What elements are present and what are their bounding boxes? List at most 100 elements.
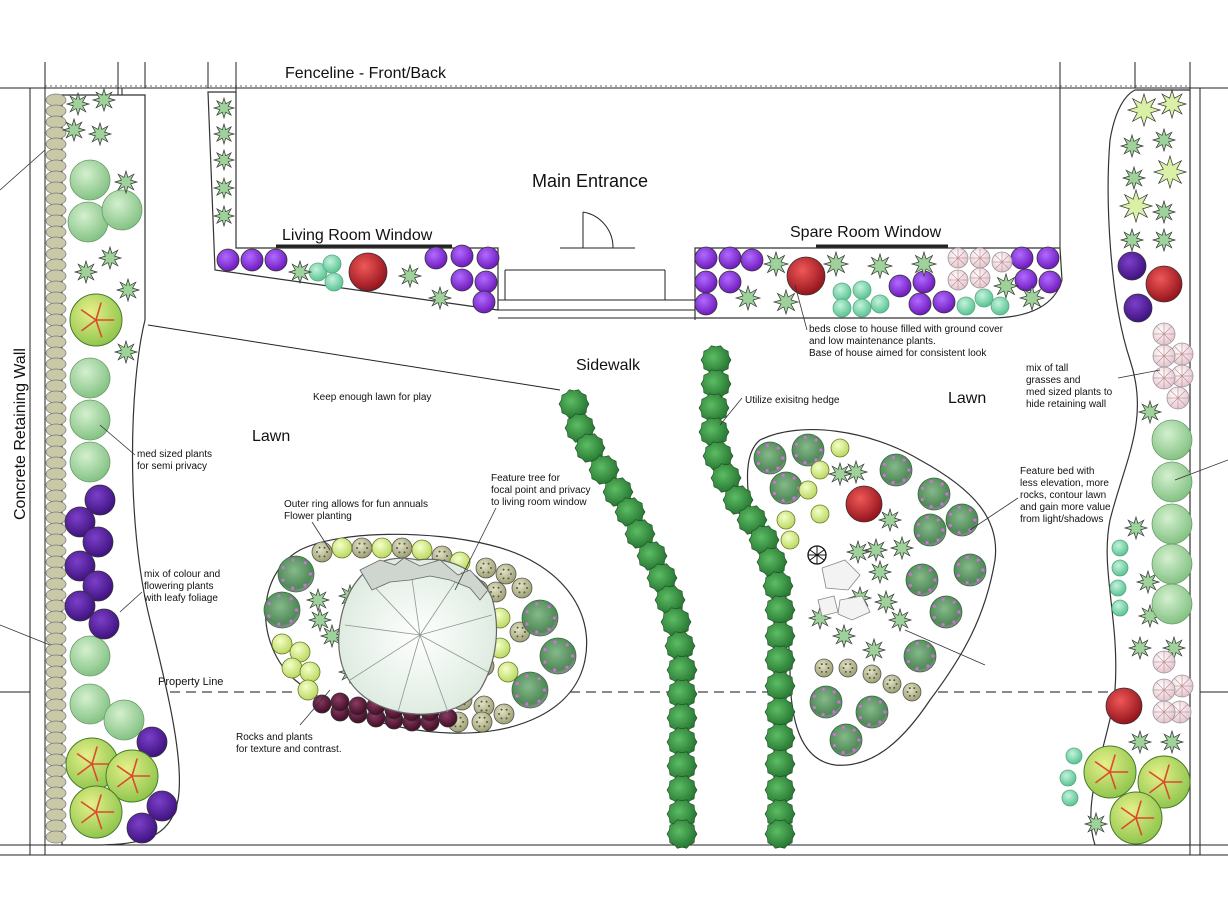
purple-shrub-icon [136, 726, 168, 758]
ornamental-plant-icon [1126, 92, 1162, 128]
hedge-icon [666, 679, 698, 709]
fern-icon [113, 169, 139, 195]
shrub-icon [1151, 503, 1193, 545]
perennial-icon [905, 563, 939, 597]
violet-flower-icon [474, 270, 498, 294]
fern-icon [1127, 729, 1153, 755]
dotted-shrub-icon [814, 658, 834, 678]
fern-icon [1083, 811, 1109, 837]
ornamental-plant-icon [1156, 88, 1188, 120]
lawn-right-label: Lawn [948, 390, 986, 407]
fern-icon [61, 117, 87, 143]
violet-flower-icon [908, 292, 932, 316]
fern-icon [992, 272, 1020, 300]
purple-shrub-icon [1123, 293, 1153, 323]
fern-icon [427, 285, 453, 311]
dotted-shrub-icon [882, 674, 902, 694]
fern-icon [287, 259, 313, 285]
hedge-icon [764, 645, 796, 675]
flowering-shrub-icon [1109, 791, 1163, 845]
fern-icon [822, 250, 850, 278]
perennial-icon [913, 513, 947, 547]
dotted-shrub-icon [475, 557, 497, 579]
purple-shrub-icon [84, 484, 116, 516]
annual-flower-icon [780, 530, 800, 550]
fern-icon [1119, 133, 1145, 159]
groundcover-icon [324, 272, 344, 292]
perennial-icon [903, 639, 937, 673]
violet-flower-icon [476, 246, 500, 270]
ornamental-grass-icon [1152, 344, 1176, 368]
fern-icon [91, 87, 117, 113]
fern-icon [762, 250, 790, 278]
living-room-window-label: Living Room Window [282, 227, 433, 244]
fern-icon [212, 204, 236, 228]
hedge-icon [764, 671, 796, 701]
sidewalk-label: Sidewalk [576, 357, 641, 374]
purple-shrub-icon [126, 812, 158, 844]
annual-flower-icon [830, 438, 850, 458]
feature-tree [338, 557, 498, 715]
red-shrub-icon [348, 252, 388, 292]
fern-icon [212, 96, 236, 120]
violet-flower-icon [450, 268, 474, 292]
red-shrub-icon [845, 485, 883, 523]
hedge-icon [666, 655, 698, 685]
violet-flower-icon [264, 248, 288, 272]
shrub-icon [101, 189, 143, 231]
dotted-shrub-icon [351, 537, 373, 559]
groundcover-icon [322, 254, 342, 274]
fern-icon [397, 263, 423, 289]
ornamental-grass-icon [1152, 700, 1176, 724]
fern-icon [65, 91, 91, 117]
fern-icon [734, 284, 762, 312]
purple-shrub-icon [82, 570, 114, 602]
groundcover-icon [990, 296, 1010, 316]
purple-shrub-icon [1117, 251, 1147, 281]
fern-icon [73, 259, 99, 285]
fern-icon [307, 607, 333, 633]
groundcover-icon [1065, 747, 1083, 765]
hedge-icon [666, 703, 698, 733]
ornamental-grass-icon [1170, 674, 1194, 698]
groundcover-icon [852, 280, 872, 300]
violet-flower-icon [1014, 268, 1038, 292]
shrub-icon [1151, 461, 1193, 503]
fern-icon [843, 459, 869, 485]
purple-shrub-icon [64, 590, 96, 622]
purple-shrub-icon [146, 790, 178, 822]
fern-icon [1151, 127, 1177, 153]
annual-flower-icon [776, 510, 796, 530]
hedge-icon [764, 595, 796, 625]
dotted-shrub-icon [471, 711, 493, 733]
annual-flower-icon [299, 661, 321, 683]
lawn-left-label: Lawn [252, 428, 290, 445]
note-beds-close: beds close to house filled with ground c… [809, 324, 1006, 359]
note-mix-colour: mix of colour and flowering plants with … [143, 569, 223, 604]
annual-flower-icon [281, 657, 303, 679]
fern-icon [910, 250, 938, 278]
annual-flower-icon [798, 480, 818, 500]
flowering-shrub-icon [69, 785, 123, 839]
leader-lines [0, 149, 1228, 726]
fern-icon [1127, 635, 1153, 661]
ornamental-grass-icon [969, 267, 991, 289]
hedge-icon [764, 749, 796, 779]
fenceline-label: Fenceline - Front/Back [285, 65, 447, 82]
perennial-icon [879, 453, 913, 487]
perennial-icon [855, 695, 889, 729]
groundcover-icon [1061, 789, 1079, 807]
fern-icon [87, 121, 113, 147]
perennial-icon [809, 685, 843, 719]
hedge-icon [764, 697, 796, 727]
ornamental-plant-icon [1152, 154, 1188, 190]
fern-icon [831, 623, 857, 649]
perennial-icon [769, 471, 803, 505]
violet-flower-icon [718, 246, 742, 270]
violet-flower-icon [932, 290, 956, 314]
ornamental-grass-icon [1152, 366, 1176, 390]
fern-icon [1137, 399, 1163, 425]
main-entrance-label: Main Entrance [532, 171, 648, 191]
annual-flower-icon [810, 460, 830, 480]
fern-icon [319, 623, 345, 649]
